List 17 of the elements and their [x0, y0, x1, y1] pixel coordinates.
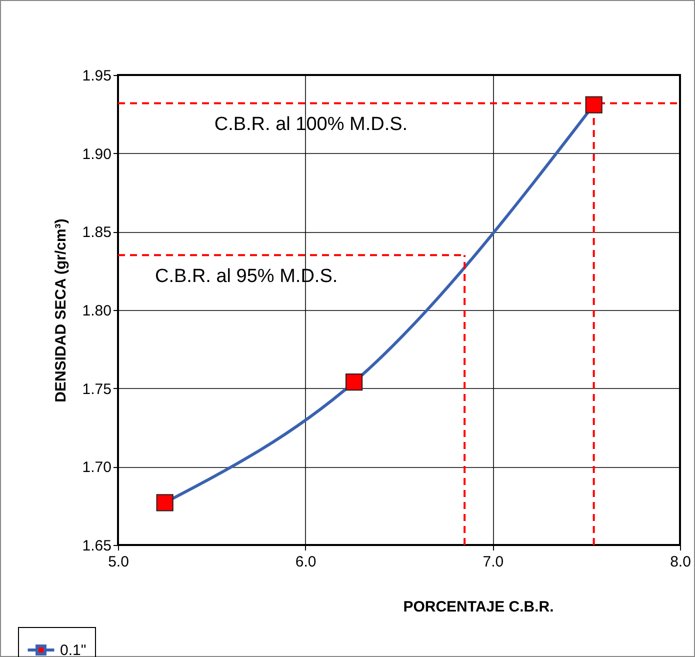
y-tick-label: 1.65: [82, 538, 112, 554]
legend-label: 0.1": [60, 642, 86, 657]
y-tick-label: 1.70: [82, 459, 112, 476]
y-tick-label: 1.80: [82, 302, 112, 320]
x-tick-label: 6.0: [295, 554, 316, 570]
point: [156, 494, 174, 512]
x-tick-label: 7.0: [482, 554, 504, 570]
x-tick-label: 8.0: [670, 554, 691, 570]
point: [585, 96, 602, 114]
x-axis-title: PORCENTAJE C.B.R.: [403, 598, 554, 616]
y-tick-label: 1.85: [82, 224, 112, 242]
y-axis-title: DENSIDAD SECA (gr/cm³): [52, 218, 70, 402]
point: [345, 374, 363, 391]
y-tick-label: 1.75: [82, 380, 112, 398]
y-tick-label: 1.95: [82, 68, 112, 84]
y-tick-label: 1.90: [82, 146, 112, 163]
x-tick-label: 5.0: [108, 554, 129, 570]
